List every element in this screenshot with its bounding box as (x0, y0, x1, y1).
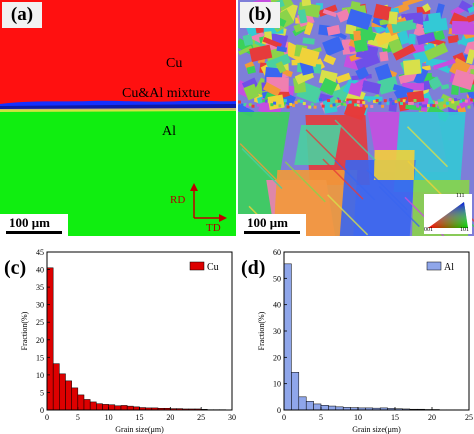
cu-y-tick-label: 20 (36, 336, 44, 345)
cu-bar (46, 267, 54, 411)
panel-b-tag: (b) (240, 2, 280, 28)
ipf-label-111: 111 (456, 193, 465, 199)
panel-a-tag: (a) (2, 2, 42, 28)
cu-bar (120, 405, 128, 411)
al-x-tick-label: 15 (391, 413, 399, 422)
cu-x-axis-label: Grain size(μm) (115, 425, 164, 434)
al-x-tick-label: 10 (354, 413, 362, 422)
al-y-tick-label: 30 (273, 327, 281, 336)
interface-dark-band (0, 104, 236, 109)
cu-bar (59, 373, 66, 411)
ipf-label-101: 101 (460, 227, 469, 233)
rd-label: RD (170, 194, 186, 206)
cu-bar (71, 387, 79, 411)
cu-y-tick-label: 35 (36, 283, 44, 292)
al-legend-swatch (426, 261, 442, 271)
al-y-tick-label: 50 (273, 274, 281, 283)
cu-x-tick-label: 30 (228, 413, 236, 422)
cu-x-tick-label: 5 (76, 413, 80, 422)
cu-bar (108, 404, 116, 411)
al-y-tick-label: 40 (273, 301, 281, 310)
cu-x-tick-label: 15 (136, 413, 144, 422)
al-bar (328, 405, 337, 411)
panel-a-phase-map: (a) Cu Cu&Al mixture Al RD TD 100 μm (0, 0, 236, 236)
al-x-tick-label: 25 (465, 413, 473, 422)
panel-b-ipf-map: (b) 100 μm 111 001 101 (238, 0, 474, 236)
cu-bar (96, 403, 103, 411)
cu-bar (114, 405, 122, 411)
cu-bar (102, 404, 109, 411)
cu-y-tick-label: 0 (40, 406, 44, 415)
al-bar (298, 396, 307, 411)
ipf-triangle-icon (428, 202, 468, 228)
cu-x-tick-label: 20 (166, 413, 174, 422)
scale-text-a: 100 μm (9, 215, 50, 230)
cu-bar (65, 380, 72, 411)
scale-text-b: 100 μm (247, 215, 288, 230)
interface-yellow-band (0, 108, 236, 112)
cu-plot-frame (46, 251, 233, 411)
scale-bar-a: 100 μm (0, 214, 68, 236)
al-x-tick-label: 5 (319, 413, 323, 422)
cu-y-tick-label: 30 (36, 301, 44, 310)
cu-y-tick-label: 5 (40, 388, 44, 397)
cu-panel-tag: (c) (4, 257, 26, 279)
cu-y-tick-label: 45 (36, 248, 44, 257)
cu-y-axis-label: Fraction(%) (20, 311, 29, 350)
al-x-tick-label: 0 (282, 413, 286, 422)
cu-x-tick-label: 0 (45, 413, 49, 422)
al-x-tick-label: 20 (428, 413, 436, 422)
al-bar (320, 405, 329, 411)
interface-label: Cu&Al mixture (122, 86, 211, 101)
cu-x-tick-label: 10 (105, 413, 113, 422)
al-y-axis-label: Fraction(%) (257, 311, 266, 350)
cu-y-tick-label: 25 (36, 318, 44, 327)
al-bar (305, 401, 314, 411)
al-y-tick-label: 10 (273, 380, 281, 389)
scale-line-b (244, 231, 300, 234)
cu-y-tick-label: 10 (36, 371, 44, 380)
cu-y-tick-label: 40 (36, 266, 44, 275)
cu-bar (126, 405, 134, 411)
al-panel-tag: (d) (241, 257, 265, 279)
cu-bar (83, 399, 91, 411)
cu-legend-swatch (189, 261, 205, 271)
al-x-axis-label: Grain size(μm) (352, 425, 401, 434)
al-bar (313, 403, 322, 411)
cu-bar (52, 363, 60, 411)
cu-legend-label: Cu (207, 262, 219, 273)
al-bar (283, 263, 292, 411)
scale-line-a (6, 231, 62, 234)
cu-bar (89, 401, 97, 411)
al-plot-frame (283, 251, 470, 411)
cu-x-tick-label: 25 (197, 413, 205, 422)
al-y-tick-label: 0 (277, 406, 281, 415)
ipf-label-001: 001 (424, 227, 433, 233)
al-y-tick-label: 20 (273, 353, 281, 362)
cu-label: Cu (166, 56, 183, 71)
al-y-tick-label: 60 (273, 248, 281, 257)
chart-al-histogram: (d) 0 5 10 15 20 25 0 10 20 30 40 50 60 Grain size(μm)… (241, 248, 473, 434)
cu-y-tick-label: 15 (36, 353, 44, 362)
td-label: TD (206, 222, 221, 234)
scale-bar-b: 100 μm (238, 214, 306, 236)
al-label: Al (162, 124, 176, 139)
cu-bar (77, 394, 85, 411)
al-bar (291, 372, 300, 411)
ipf-legend: 111 001 101 (424, 193, 472, 234)
chart-cu-histogram: (c) 0 5 10 15 20 25 30 0 5 10 15 20 25 30 35 40 45 Grain s… (4, 248, 236, 434)
phase-map-image (0, 0, 236, 236)
al-legend-label: Al (444, 262, 454, 273)
